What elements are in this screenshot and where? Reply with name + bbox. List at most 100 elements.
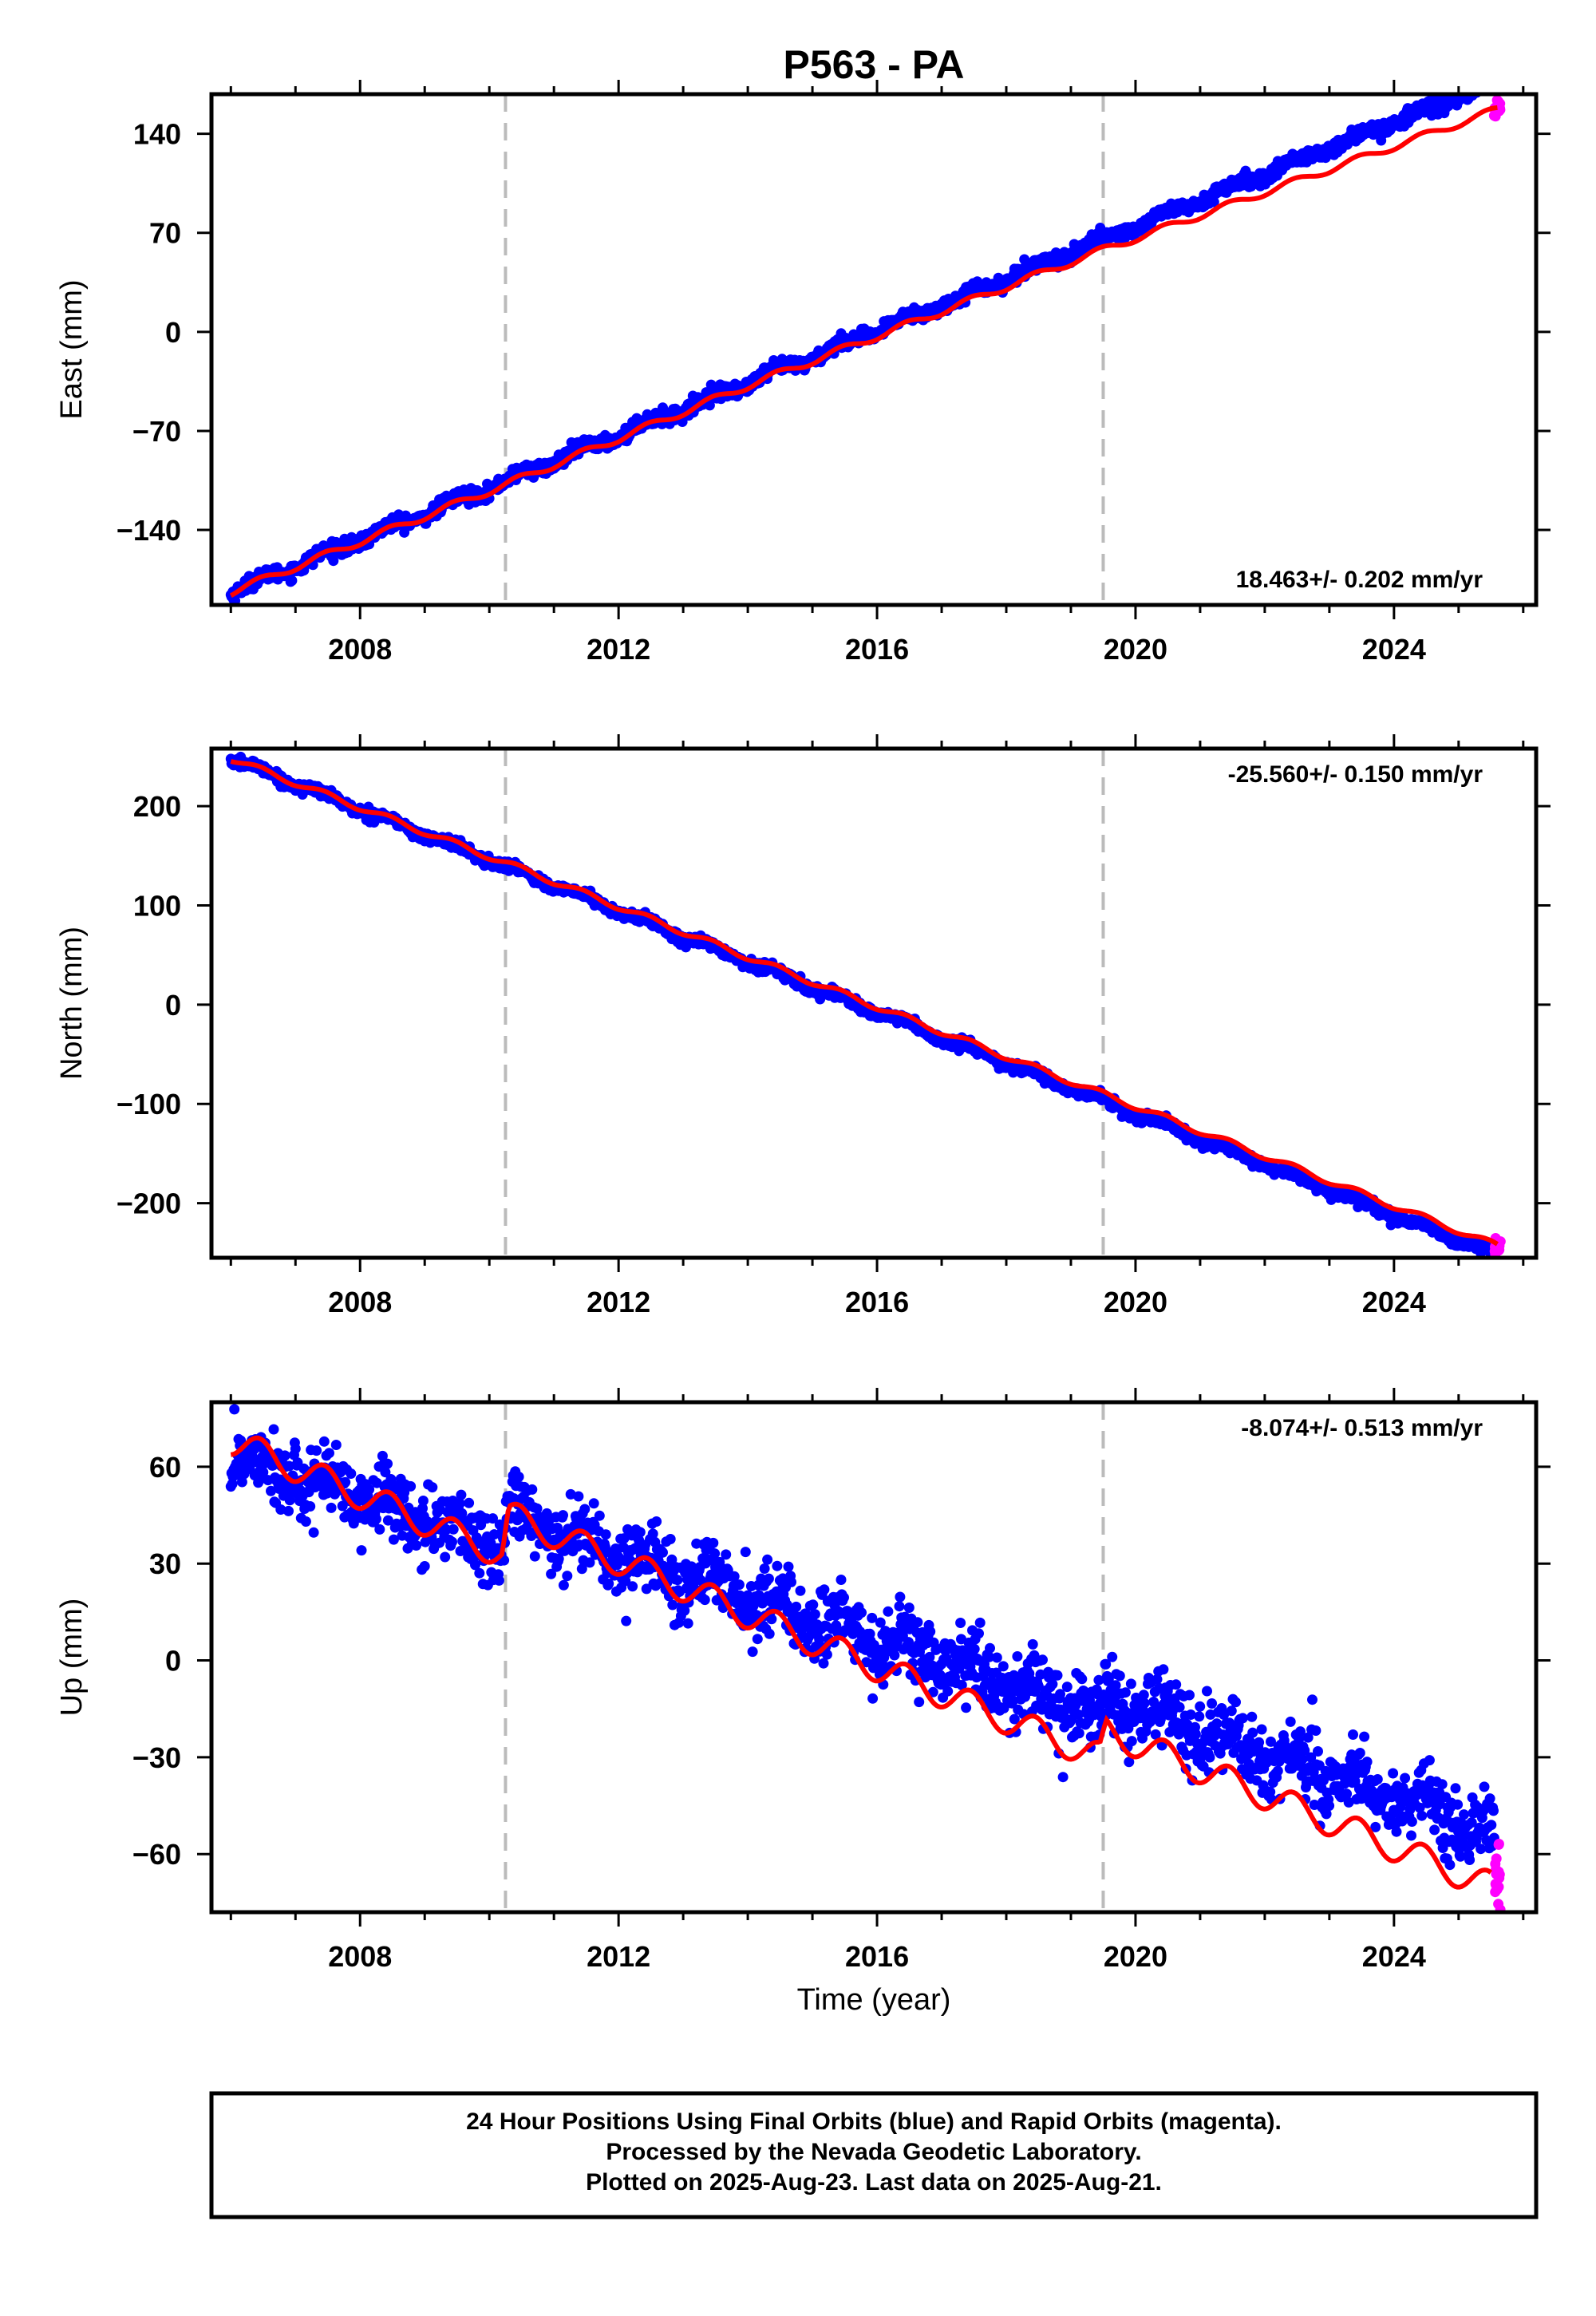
data-point xyxy=(1057,1772,1069,1783)
data-point xyxy=(809,1609,820,1620)
data-point xyxy=(836,1575,847,1585)
data-point xyxy=(456,1489,467,1500)
data-point xyxy=(766,1614,777,1625)
data-point xyxy=(311,1445,322,1456)
data-point xyxy=(588,1498,599,1509)
data-point xyxy=(330,1440,342,1450)
data-point xyxy=(1009,1713,1020,1725)
data-point xyxy=(679,1605,690,1616)
data-point xyxy=(969,1643,980,1654)
data-point xyxy=(1077,1674,1088,1685)
data-point xyxy=(889,1650,900,1661)
data-point xyxy=(682,1618,693,1629)
data-point xyxy=(488,1513,498,1524)
data-point xyxy=(308,1527,319,1538)
data-point xyxy=(757,1598,768,1609)
data-points-north xyxy=(225,751,1506,1258)
data-point xyxy=(894,1601,905,1612)
data-point xyxy=(883,1606,894,1617)
data-point xyxy=(666,1554,678,1565)
data-point xyxy=(942,1686,954,1697)
data-point xyxy=(464,1497,475,1508)
y-axis-title-north: North (mm) xyxy=(55,927,89,1080)
data-point xyxy=(658,1547,668,1558)
data-point xyxy=(651,1516,662,1527)
data-point xyxy=(903,1603,915,1613)
data-point xyxy=(286,575,298,586)
data-point xyxy=(382,1515,393,1526)
data-point xyxy=(470,1559,480,1571)
data-point xyxy=(903,1637,914,1648)
rapid-orbit-point xyxy=(1492,96,1503,107)
y-axis-title-east: East (mm) xyxy=(55,279,89,419)
data-point xyxy=(729,1571,740,1582)
data-point xyxy=(895,1591,906,1603)
data-point xyxy=(531,1503,543,1514)
data-point xyxy=(553,1553,564,1564)
data-point xyxy=(374,1524,385,1535)
data-point xyxy=(284,1495,295,1506)
data-point xyxy=(405,1480,417,1492)
data-point xyxy=(268,1424,279,1435)
data-point xyxy=(665,1534,676,1544)
data-point xyxy=(419,1561,430,1571)
data-point xyxy=(236,1476,247,1488)
data-point xyxy=(356,1545,367,1556)
data-point xyxy=(934,1670,946,1681)
data-point xyxy=(1052,1670,1063,1681)
data-point xyxy=(867,1612,878,1623)
data-point xyxy=(513,1472,524,1482)
data-point xyxy=(709,1548,721,1559)
data-point xyxy=(266,1485,276,1496)
data-point xyxy=(998,1661,1009,1672)
data-point xyxy=(346,1468,357,1479)
data-point xyxy=(764,1628,775,1639)
rapid-orbit-point xyxy=(1492,1243,1503,1255)
data-point xyxy=(558,1579,569,1591)
data-point xyxy=(740,1547,751,1558)
data-point xyxy=(448,1524,459,1535)
data-point xyxy=(733,1579,745,1591)
data-point xyxy=(925,1626,936,1637)
data-point xyxy=(546,1568,557,1579)
data-point xyxy=(721,1549,732,1560)
data-point xyxy=(1073,1709,1084,1720)
data-point xyxy=(747,1646,758,1658)
data-point xyxy=(380,1467,391,1478)
data-point xyxy=(371,1477,382,1488)
model-line-north xyxy=(230,759,1499,1247)
data-point xyxy=(258,1467,269,1478)
y-tick-label: 100 xyxy=(133,889,181,922)
model-line-east xyxy=(229,105,1498,598)
data-point xyxy=(752,1634,763,1645)
data-point xyxy=(991,1652,1002,1663)
data-point xyxy=(867,1693,879,1704)
data-point xyxy=(447,1536,457,1547)
data-point xyxy=(1208,196,1219,207)
data-point xyxy=(762,1554,773,1565)
data-point xyxy=(914,1697,925,1708)
data-point xyxy=(763,1573,774,1584)
data-point xyxy=(283,1505,294,1516)
data-points-east xyxy=(225,94,1506,605)
y-tick-label: −140 xyxy=(117,514,181,547)
y-tick-label: 200 xyxy=(133,790,181,823)
chart-title: P563 - PA xyxy=(784,42,965,87)
y-tick-label: 0 xyxy=(165,989,181,1022)
data-point xyxy=(634,1527,646,1538)
data-point xyxy=(1033,1681,1044,1692)
x-tick-label: 2024 xyxy=(1362,1286,1426,1318)
x-tick-label: 2008 xyxy=(328,1286,392,1318)
data-point xyxy=(388,1534,399,1545)
x-tick-label: 2016 xyxy=(845,1286,909,1318)
data-point xyxy=(417,1503,428,1514)
data-point xyxy=(454,1498,465,1509)
data-point xyxy=(791,1601,802,1612)
x-tick-label: 2008 xyxy=(328,633,392,666)
data-point xyxy=(974,1617,986,1628)
x-tick-label: 2024 xyxy=(1362,633,1426,666)
y-tick-label: 0 xyxy=(165,316,181,349)
data-point xyxy=(927,1686,938,1697)
data-point xyxy=(603,1578,614,1589)
